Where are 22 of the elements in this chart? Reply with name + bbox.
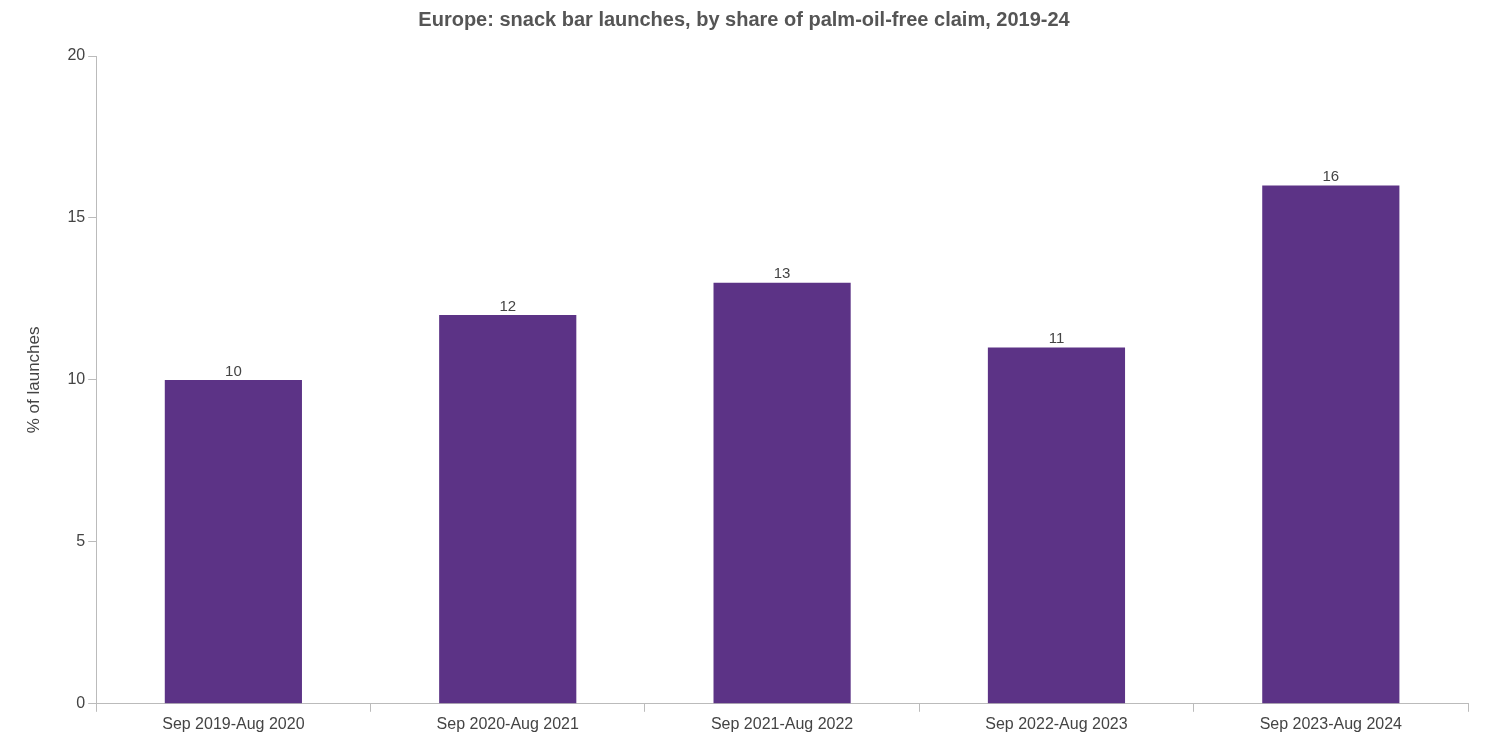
chart-title: Europe: snack bar launches, by share of palm-oil-free claim, 2019-24 <box>418 7 1071 30</box>
y-tick-label: 15 <box>67 208 86 226</box>
y-tick-label: 10 <box>67 370 86 388</box>
x-tick-label: Sep 2022-Aug 2023 <box>985 714 1128 732</box>
data-label: 12 <box>499 296 517 314</box>
y-tick-label: 0 <box>76 694 86 712</box>
x-tick-label: Sep 2019-Aug 2020 <box>162 714 305 732</box>
bar <box>1262 185 1400 704</box>
x-tick-label: Sep 2023-Aug 2024 <box>1259 714 1403 732</box>
bar <box>164 379 302 704</box>
x-tick-label: Sep 2021-Aug 2022 <box>710 714 854 732</box>
y-axis-title: % of launches <box>23 326 43 434</box>
data-label: 13 <box>773 264 791 282</box>
x-tick-label: Sep 2020-Aug 2021 <box>436 714 580 732</box>
data-label: 16 <box>1322 167 1340 185</box>
y-tick-label: 5 <box>76 532 86 550</box>
bar <box>987 347 1126 704</box>
bar <box>713 282 851 704</box>
bar <box>439 315 577 704</box>
data-label: 10 <box>225 361 242 379</box>
y-tick-label: 20 <box>67 46 86 64</box>
data-label: 11 <box>1048 329 1065 347</box>
